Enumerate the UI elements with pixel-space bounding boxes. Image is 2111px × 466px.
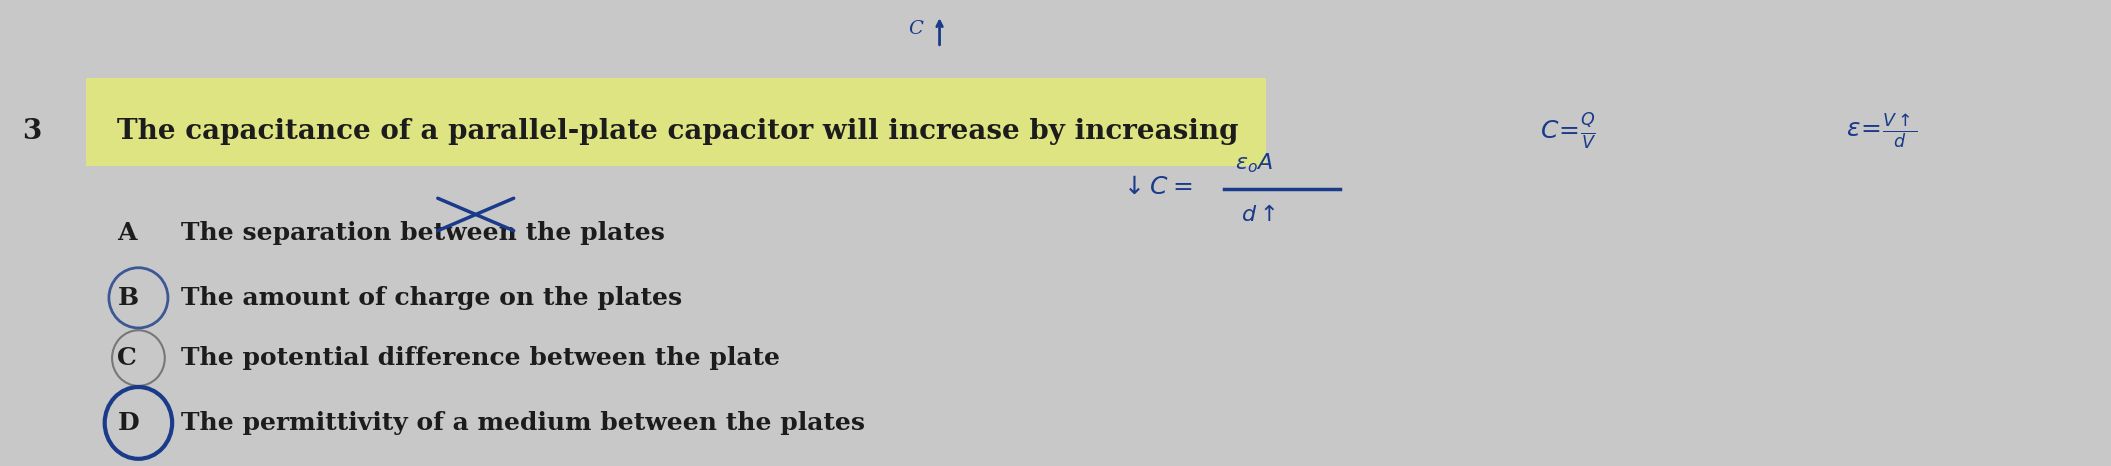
Text: C: C [118,346,137,370]
Text: 3: 3 [23,117,42,144]
FancyBboxPatch shape [87,78,1267,166]
Text: B: B [118,286,139,310]
Text: $d\uparrow$: $d\uparrow$ [1241,204,1275,225]
Text: $\varepsilon\!=\!\frac{V\uparrow}{d}$: $\varepsilon\!=\!\frac{V\uparrow}{d}$ [1847,112,1917,151]
Text: The permittivity of a medium between the plates: The permittivity of a medium between the… [182,411,866,435]
Text: The potential difference between the plate: The potential difference between the pla… [182,346,779,370]
Text: The capacitance of a parallel-plate capacitor will increase by increasing: The capacitance of a parallel-plate capa… [118,117,1239,144]
Text: $C\!=\!\frac{Q}{V}$: $C\!=\!\frac{Q}{V}$ [1541,111,1596,151]
Text: The separation between the plates: The separation between the plates [182,221,665,245]
Text: The amount of charge on the plates: The amount of charge on the plates [182,286,682,310]
Text: C: C [908,20,923,38]
Text: A: A [118,221,137,245]
Text: D: D [118,411,139,435]
Text: $\downarrow C=$: $\downarrow C=$ [1119,175,1193,199]
Text: $\varepsilon_o A$: $\varepsilon_o A$ [1235,152,1273,175]
